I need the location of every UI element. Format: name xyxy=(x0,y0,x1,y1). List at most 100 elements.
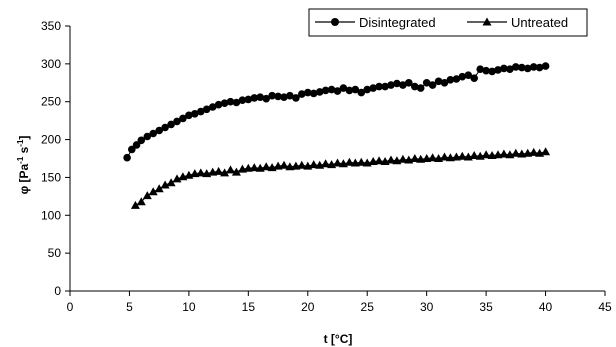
x-tick-label: 30 xyxy=(420,300,434,314)
data-point xyxy=(481,150,491,159)
x-tick-label: 35 xyxy=(479,300,493,314)
data-point xyxy=(130,200,140,209)
series-disintegrated xyxy=(123,62,550,162)
data-point xyxy=(469,151,479,159)
data-point xyxy=(446,76,455,84)
series-untreated xyxy=(130,147,551,209)
data-point xyxy=(482,66,490,75)
y-tick-label: 150 xyxy=(41,170,61,184)
data-point xyxy=(344,157,354,166)
x-tick-label: 15 xyxy=(242,300,256,314)
data-point xyxy=(333,158,342,167)
y-tick-label: 0 xyxy=(54,284,61,298)
y-tick-label: 350 xyxy=(41,19,61,33)
data-point xyxy=(405,79,413,87)
data-point xyxy=(321,159,331,168)
data-point xyxy=(356,157,366,166)
data-point xyxy=(512,63,520,71)
data-point xyxy=(518,63,526,72)
data-point xyxy=(262,94,271,103)
data-point xyxy=(333,87,342,95)
data-point xyxy=(191,110,199,118)
data-point xyxy=(499,149,509,158)
data-point xyxy=(369,84,378,92)
data-point xyxy=(476,65,485,73)
x-tick-label: 25 xyxy=(361,300,375,314)
data-point xyxy=(529,147,539,156)
data-point xyxy=(535,63,544,72)
data-point xyxy=(506,65,514,73)
data-point xyxy=(155,126,163,135)
data-point xyxy=(398,154,408,163)
data-point xyxy=(304,88,312,97)
data-point xyxy=(261,162,271,171)
data-point xyxy=(137,136,146,145)
data-point xyxy=(238,96,247,104)
data-point xyxy=(232,98,241,107)
data-point xyxy=(173,117,181,126)
data-point xyxy=(143,132,152,141)
x-tick-label: 20 xyxy=(301,300,315,314)
data-point xyxy=(196,168,206,177)
data-point xyxy=(393,79,401,88)
legend-box xyxy=(308,8,588,37)
y-tick-label: 300 xyxy=(41,57,61,71)
data-point xyxy=(309,160,319,169)
x-tick-label: 0 xyxy=(67,300,74,314)
y-axis-title-mid: s xyxy=(17,146,31,156)
data-point xyxy=(416,84,425,92)
data-point xyxy=(220,99,229,107)
data-point xyxy=(422,79,431,87)
data-point xyxy=(286,91,294,100)
data-point xyxy=(464,71,473,79)
data-point xyxy=(511,148,521,157)
series-layer xyxy=(123,62,551,209)
data-point xyxy=(149,129,157,138)
axes: 0 50 100 150 200 250 300 350 0 5 10 15 20 25 30 35 40 45 xyxy=(41,19,612,314)
data-point xyxy=(428,81,437,89)
data-point xyxy=(411,82,419,91)
data-point xyxy=(529,63,538,71)
data-point xyxy=(399,81,407,89)
data-point xyxy=(457,151,467,160)
data-point xyxy=(161,123,169,132)
data-point xyxy=(280,93,288,101)
data-point xyxy=(244,95,253,104)
data-point xyxy=(494,66,502,74)
data-point xyxy=(440,152,449,161)
series-line xyxy=(135,151,546,206)
y-tick-label: 200 xyxy=(41,133,61,147)
legend-marker-disintegrated xyxy=(331,18,339,26)
data-point xyxy=(136,197,146,206)
data-point xyxy=(351,85,360,94)
data-point xyxy=(279,160,289,169)
data-point xyxy=(249,163,259,172)
data-point xyxy=(428,153,438,162)
data-point xyxy=(214,166,224,175)
legend-label-disintegrated: Disintegrated xyxy=(359,15,436,30)
data-point xyxy=(500,64,508,73)
data-point xyxy=(327,85,336,94)
data-point xyxy=(339,84,348,92)
data-point xyxy=(357,88,366,97)
data-point xyxy=(208,103,217,111)
y-tick-label: 250 xyxy=(41,95,61,109)
x-tick-label: 10 xyxy=(182,300,196,314)
data-point xyxy=(298,90,306,98)
data-point xyxy=(345,86,354,95)
data-point xyxy=(179,114,187,123)
data-point xyxy=(160,180,170,189)
data-point xyxy=(488,67,496,76)
data-point xyxy=(375,82,383,91)
data-point xyxy=(148,187,158,196)
x-axis-title: t [°C] xyxy=(324,332,353,346)
data-point xyxy=(220,168,230,177)
y-axis-title-base: φ [Pa xyxy=(17,164,31,195)
y-axis-title-sup1: -1 xyxy=(16,156,25,164)
data-point xyxy=(309,89,318,98)
data-point xyxy=(321,86,330,95)
legend-label-untreated: Untreated xyxy=(511,15,568,30)
data-point xyxy=(250,94,259,102)
data-point xyxy=(185,111,193,120)
